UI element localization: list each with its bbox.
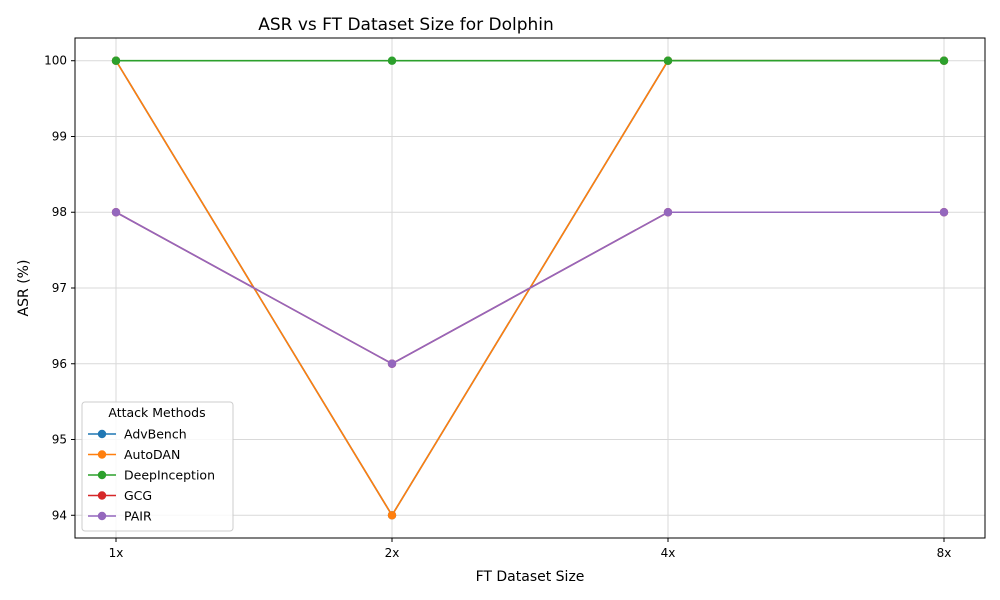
y-tick-label: 99 [52,129,67,143]
y-axis: 94 95 96 97 98 99 100 [44,54,75,522]
legend-marker [97,429,107,439]
y-tick-label: 95 [52,433,67,447]
legend-item-gcg: GCG [88,488,152,503]
x-tick-label: 4x [661,546,676,560]
data-point-deepinception [387,56,397,65]
legend-item-pair: PAIR [88,509,152,524]
legend-item-autodan: AutoDAN [88,447,180,462]
legend-marker [97,491,107,500]
x-axis-label: FT Dataset Size [476,569,585,585]
y-tick-label: 97 [52,281,67,295]
y-tick-label: 98 [52,205,67,219]
legend-marker [97,470,107,480]
series-deepinception [111,56,949,65]
legend-label: GCG [124,488,152,503]
x-tick-label: 1x [109,546,124,560]
series-layer [111,56,949,520]
legend-label: DeepInception [124,468,215,483]
legend-box [81,401,234,532]
data-point-deepinception [111,56,121,65]
x-tick-label: 8x [937,546,952,560]
data-point-pair [111,208,121,217]
legend-label: PAIR [124,509,152,524]
legend-marker [97,450,107,459]
data-point-deepinception [939,56,949,65]
data-point-pair [663,208,673,217]
y-tick-label: 100 [44,54,67,68]
x-tick-label: 2x [385,546,400,560]
series-line-pair [115,211,944,365]
legend-title: Attack Methods [108,405,205,420]
legend-marker [97,511,107,521]
chart-title: ASR vs FT Dataset Size for Dolphin [258,15,554,35]
legend-label: AdvBench [124,427,187,442]
legend: Attack Methods AdvBench AutoDAN DeepIncept… [81,401,234,532]
legend-label: AutoDAN [124,447,180,462]
y-axis-label: ASR (%) [16,260,32,317]
legend-item-advbench: AdvBench [88,427,187,442]
legend-item-deepinception: DeepInception [88,468,215,483]
plot-frame [74,37,986,539]
x-axis: 1x 2x 4x 8x [109,538,952,560]
y-tick-label: 94 [52,508,67,522]
data-point-autodan [387,511,397,520]
series-pair [111,208,949,368]
y-tick-label: 96 [52,357,67,371]
data-point-deepinception [663,56,673,65]
data-point-pair [387,359,397,368]
data-point-pair [939,208,949,217]
